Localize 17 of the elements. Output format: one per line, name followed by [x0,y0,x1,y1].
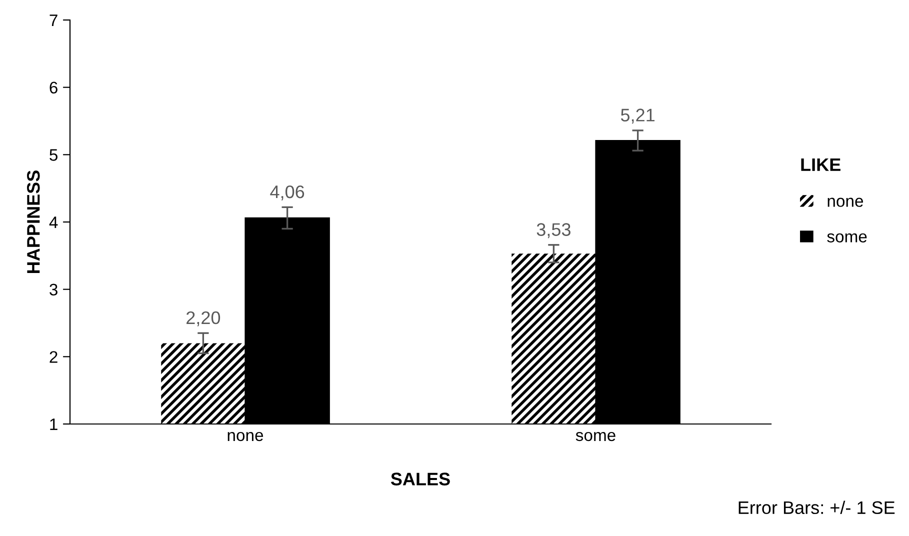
x-axis-title: SALES [390,472,450,486]
y-tick-label: 2 [50,351,58,363]
y-axis-title: HAPPINESS [27,170,40,273]
data-label: 2,20 [186,311,220,326]
legend-label: none [828,198,864,207]
y-tick-label: 6 [50,82,58,94]
data-label: 3,53 [536,223,570,238]
data-label: 4,06 [270,185,304,200]
legend-label: some [827,233,867,242]
legend-title: LIKE [801,158,840,171]
y-tick-label: 5 [50,149,58,161]
y-tick-label: 7 [50,14,58,26]
y-tick-label: 4 [49,216,58,228]
y-tick-label: 1 [50,418,58,430]
data-label: 5,21 [620,108,654,124]
text: Error Bars: +/- 1 SE [738,500,895,514]
y-tick-label: 3 [50,284,58,296]
